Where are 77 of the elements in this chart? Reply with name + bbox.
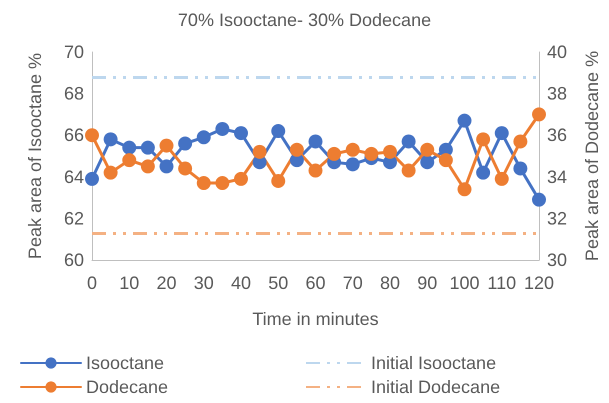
legend-label: Initial Isooctane [371, 353, 496, 373]
point [494, 126, 509, 140]
y2-tick-label: 40 [547, 42, 568, 62]
x-tick-label: 40 [230, 273, 252, 293]
point [420, 142, 434, 157]
point [346, 157, 360, 172]
point [178, 136, 192, 151]
point [85, 172, 99, 186]
x-tick-label: 80 [380, 273, 400, 293]
point [420, 155, 434, 170]
y2-tick-label: 38 [547, 84, 568, 104]
chart-title: 70% Isooctane- 30% Dodecane [178, 10, 432, 30]
point [140, 159, 155, 174]
x-tick-label: 90 [417, 273, 438, 293]
point [215, 122, 230, 136]
point [346, 142, 360, 157]
point [196, 176, 211, 190]
y-tick-label: 70 [64, 42, 84, 62]
point [104, 166, 118, 180]
x-tick-label: 10 [119, 273, 140, 293]
x-axis-title: Time in minutes [252, 309, 379, 329]
point [327, 146, 342, 161]
point [234, 172, 248, 186]
legend-label: Dodecane [86, 377, 168, 397]
point [271, 174, 286, 188]
x-tick-label: 100 [449, 273, 480, 293]
point [290, 142, 304, 157]
point [104, 132, 118, 146]
point [215, 176, 230, 190]
point [513, 134, 528, 148]
legend-label: Initial Dodecane [371, 377, 500, 397]
point [178, 161, 192, 176]
point [160, 159, 174, 174]
point [513, 161, 528, 176]
x-tick-label: 50 [268, 273, 288, 293]
x-tick-label: 70 [342, 273, 363, 293]
y-tick-label: 60 [64, 250, 84, 270]
y2-tick-label: 36 [547, 125, 568, 146]
point [383, 144, 397, 159]
point [494, 172, 509, 186]
point [458, 114, 472, 128]
point [160, 138, 174, 153]
point [85, 128, 99, 142]
point [308, 164, 322, 178]
x-tick-label: 60 [305, 273, 326, 293]
point [458, 182, 472, 196]
x-tick-label: 30 [194, 273, 214, 293]
point [532, 107, 546, 122]
point [196, 130, 211, 144]
x-tick-label: 120 [524, 273, 554, 293]
point [308, 134, 322, 148]
y-tick-label: 66 [64, 125, 84, 146]
point [476, 166, 490, 180]
point [122, 140, 136, 155]
y-tick-label: 64 [64, 166, 84, 187]
point [271, 124, 286, 138]
point [402, 134, 416, 148]
x-tick-label: 0 [86, 273, 98, 293]
x-tick-label: 20 [156, 273, 177, 293]
point [364, 146, 378, 161]
point [402, 164, 416, 178]
point [234, 126, 248, 140]
point [252, 144, 267, 159]
y-tick-label: 62 [64, 208, 84, 228]
y-tick-label: 68 [64, 84, 84, 104]
point [532, 192, 546, 207]
y2-tick-label: 34 [547, 166, 568, 187]
y2-tick-label: 30 [547, 250, 568, 270]
x-tick-label: 110 [487, 273, 516, 293]
legend-label: Isooctane [86, 353, 164, 373]
point [122, 153, 136, 168]
point [438, 153, 453, 168]
y2-axis-title: Peak area of Dodecane % [582, 50, 602, 262]
y-axis-title: Peak area of Isooctane % [25, 52, 45, 260]
y2-tick-label: 32 [547, 208, 568, 228]
point [476, 132, 490, 146]
point [140, 140, 155, 155]
